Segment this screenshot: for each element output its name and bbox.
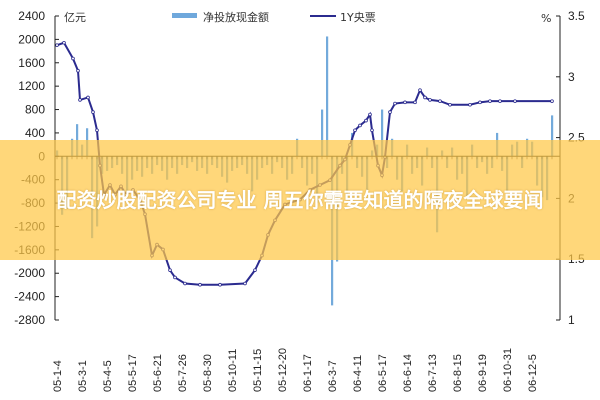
line-point: [468, 102, 472, 107]
line-point: [388, 110, 392, 114]
x-tick-label: 06-7-13: [427, 354, 439, 392]
left-tick-label: 1600: [18, 56, 45, 70]
left-tick-label: -2000: [14, 266, 45, 280]
x-tick-label: 05-1-4: [52, 360, 64, 392]
legend-line-label: 1Y央票: [340, 11, 376, 24]
left-unit-label: 亿元: [64, 11, 86, 24]
x-tick-label: 06-3-7: [327, 360, 339, 392]
line-point: [393, 101, 397, 106]
line-point: [243, 281, 247, 286]
line-point: [95, 128, 99, 133]
x-tick-label: 06-1-17: [302, 354, 314, 392]
legend: 净投放现金额 1Y央票: [172, 10, 376, 24]
line-point: [550, 99, 554, 103]
line-point: [76, 68, 80, 73]
line-point: [173, 275, 177, 280]
left-tick-label: 2400: [18, 9, 45, 23]
line-point: [498, 99, 502, 103]
right-tick-label: 1: [568, 313, 575, 327]
line-point: [364, 118, 368, 123]
line-point: [448, 102, 452, 107]
bar: [381, 109, 384, 157]
right-tick-label: 3.5: [568, 9, 585, 23]
line-point: [358, 123, 362, 128]
legend-bar-label: 净投放现金额: [203, 10, 269, 24]
right-tick-label: 3: [568, 70, 575, 84]
line-point: [438, 99, 442, 103]
x-tick-label: 06-8-15: [452, 354, 464, 392]
line-point: [183, 281, 187, 286]
x-tick-label: 06-4-11: [352, 355, 364, 392]
line-point: [91, 110, 95, 114]
line-point: [418, 88, 422, 92]
line-point: [488, 99, 492, 103]
line-point: [513, 99, 517, 103]
left-tick-label: 800: [25, 103, 45, 117]
x-tick-label: 05-6-21: [152, 354, 164, 392]
line-point: [86, 95, 90, 100]
line-point: [198, 282, 202, 287]
x-tick-label: 06-9-19: [477, 354, 489, 392]
x-tick-label: 06-12-5: [527, 354, 539, 392]
left-tick-label: 2000: [18, 32, 45, 46]
bar: [326, 36, 329, 157]
line-point: [368, 112, 372, 117]
line-point: [353, 128, 357, 133]
x-tick-label: 06-6-14: [402, 354, 414, 392]
banner-text: 配资炒股配资公司专业 周五你需要知道的隔夜全球要闻: [56, 188, 544, 212]
line-point: [370, 128, 374, 133]
line-point: [218, 282, 222, 287]
bar: [551, 115, 554, 157]
left-tick-label: -2400: [14, 290, 45, 304]
x-tick-label: 05-5-17: [127, 354, 139, 392]
line-point: [78, 98, 82, 102]
overlay-banner[interactable]: 配资炒股配资公司专业 周五你需要知道的隔夜全球要闻: [0, 140, 600, 260]
x-tick-label: 05-12-20: [277, 348, 289, 392]
line-point: [423, 95, 427, 100]
x-tick-label: 06-10-31: [502, 348, 514, 392]
x-tick-label: 05-8-30: [202, 354, 214, 392]
line-point: [62, 40, 66, 45]
line-point: [403, 100, 407, 105]
x-tick-label: 05-4-5: [102, 360, 114, 392]
bar: [321, 109, 324, 157]
line-point: [71, 56, 75, 61]
x-tick-label: 05-11-15: [252, 349, 264, 392]
x-tick-label: 05-3-1: [77, 360, 89, 392]
legend-bar-swatch: [172, 13, 197, 18]
left-tick-label: 400: [25, 126, 45, 140]
line-point: [168, 268, 172, 272]
left-tick-label: 1200: [18, 79, 45, 93]
line-point: [428, 98, 432, 102]
right-unit-label: %: [541, 12, 551, 25]
x-tick-label: 05-10-11: [227, 349, 239, 392]
x-tick-label: 06-5-17: [377, 354, 389, 392]
line-point: [413, 100, 417, 105]
line-point: [478, 100, 482, 105]
left-tick-label: -2800: [14, 313, 45, 327]
line-point: [55, 43, 59, 47]
line-point: [253, 268, 257, 272]
x-tick-label: 05-7-26: [177, 354, 189, 392]
